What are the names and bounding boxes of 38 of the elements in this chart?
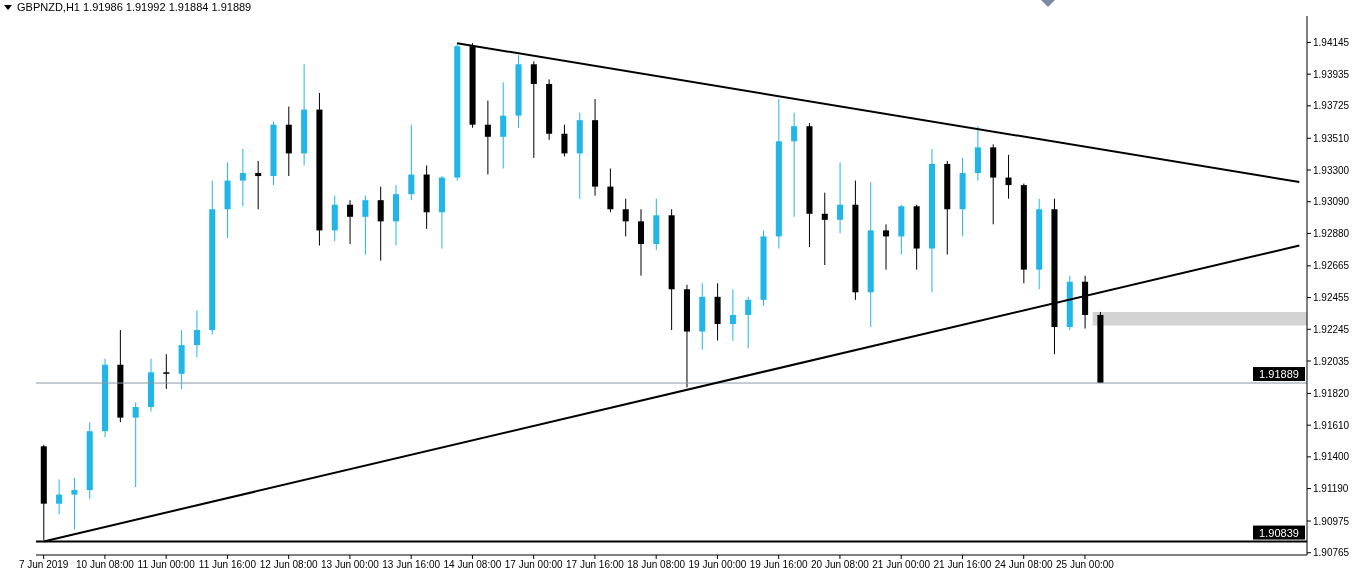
x-tick-label: 13 Jun 00:00 [321,559,380,571]
y-tick-label: 1.93510 [1313,132,1350,144]
x-tick-label: 11 Jun 00:00 [137,559,196,571]
y-tick-label: 1.93300 [1313,164,1350,176]
x-tick-label: 25 Jun 00:00 [1056,559,1115,571]
x-tick-label: 11 Jun 16:00 [198,559,257,571]
x-tick-label: 21 Jun 16:00 [933,559,992,571]
x-tick-label: 17 Jun 00:00 [504,559,564,571]
y-tick-label: 1.91820 [1313,388,1350,399]
x-tick-label: 10 Jun 08:00 [76,559,135,571]
x-tick-label: 18 Jun 08:00 [627,559,686,571]
x-tick-label: 7 Jun 2019 [18,559,69,571]
x-tick-label: 14 Jun 08:00 [443,559,502,571]
x-tick-label: 24 Jun 08:00 [994,559,1054,571]
y-tick-label: 1.94145 [1313,36,1350,48]
x-tick-label: 17 Jun 16:00 [566,559,625,571]
y-tick-label: 1.92665 [1313,260,1350,272]
ref-line-label: 1.90839 [1259,526,1299,539]
y-tick-label: 1.93935 [1313,68,1350,80]
y-tick-label: 1.92880 [1313,227,1350,239]
x-tick-label: 12 Jun 08:00 [259,559,319,571]
x-tick-label: 21 Jun 00:00 [872,559,931,571]
y-tick-label: 1.92245 [1313,323,1350,335]
x-tick-label: 19 Jun 16:00 [749,559,809,571]
y-tick-label: 1.92035 [1313,355,1350,367]
ref-line-label: 1.91889 [1259,368,1299,381]
x-tick-label: 19 Jun 00:00 [688,559,747,571]
y-tick-label: 1.91610 [1313,419,1350,431]
y-tick-label: 1.91190 [1313,483,1349,495]
y-tick-label: 1.90765 [1313,547,1350,559]
y-tick-label: 1.92455 [1313,292,1350,304]
x-tick-label: 20 Jun 08:00 [811,559,870,571]
chart-title: GBPNZD,H1 1.91986 1.91992 1.91884 1.91889 [17,1,252,13]
y-tick-label: 1.93090 [1313,196,1350,208]
x-tick-label: 13 Jun 16:00 [382,559,441,571]
y-tick-label: 1.91400 [1313,451,1350,463]
y-tick-label: 1.93725 [1313,100,1350,112]
y-tick-label: 1.90975 [1313,515,1350,527]
